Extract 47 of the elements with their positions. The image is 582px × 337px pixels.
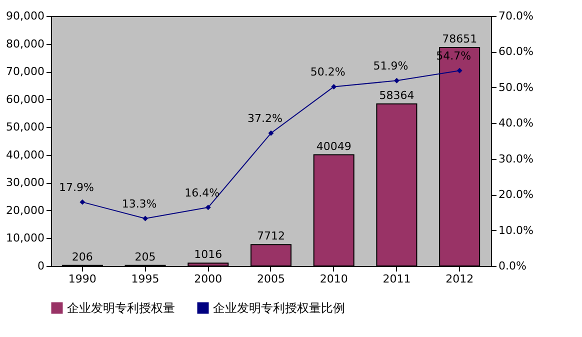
y-tick-label: 80,000: [6, 37, 44, 50]
x-tick-label: 2005: [257, 272, 285, 286]
y2-tick-label: 50.0%: [498, 80, 534, 94]
data-label: 78651: [442, 32, 478, 46]
y2-tick-label: 0.0%: [498, 260, 526, 272]
x-tick-label: 2010: [320, 272, 348, 286]
y2-tick-label: 40.0%: [498, 116, 534, 130]
x-tick-label: 2011: [382, 272, 411, 286]
legend-label: 企业发明专利授权量比例: [213, 301, 345, 315]
x-tick-label: 2012: [446, 272, 474, 286]
data-label: 13.3%: [122, 198, 157, 210]
data-label: 50.2%: [310, 66, 346, 79]
y-tick-label: 20,000: [6, 204, 44, 217]
point: [331, 84, 337, 90]
point: [268, 130, 274, 136]
point: [456, 68, 462, 74]
y2-tick-label: 60.0%: [498, 45, 534, 58]
y-tick-label: 40,000: [6, 148, 44, 162]
point: [205, 204, 211, 210]
y-tick-label: 90,000: [6, 10, 44, 22]
y-tick-label: 70,000: [6, 65, 44, 78]
data-label: 58364: [379, 88, 414, 102]
data-label: 7712: [257, 230, 285, 243]
data-label: 1016: [194, 248, 222, 262]
data-label: 37.2%: [248, 112, 282, 126]
y-tick-label: 0: [38, 260, 44, 272]
y-tick-label: 10,000: [6, 232, 44, 245]
legend-label: 企业发明专利授权量: [67, 301, 175, 315]
x-tick-label: 1995: [131, 272, 160, 286]
y2-tick-label: 70.0%: [498, 10, 534, 22]
y-tick-label: 60,000: [6, 92, 44, 106]
data-label: 51.9%: [373, 60, 408, 73]
x-tick-label: 1990: [68, 272, 96, 286]
data-label: 206: [72, 250, 93, 264]
data-label: 16.4%: [184, 186, 220, 200]
point: [80, 199, 86, 205]
data-label: 40049: [316, 140, 352, 153]
point: [394, 78, 400, 84]
y-tick-label: 50,000: [6, 120, 44, 134]
y2-tick-label: 30.0%: [498, 152, 534, 166]
point: [142, 216, 148, 222]
y2-tick-label: 10.0%: [498, 224, 534, 237]
y-tick-label: 30,000: [6, 176, 44, 190]
data-label: 17.9%: [58, 181, 94, 194]
data-label: 205: [134, 250, 156, 264]
x-tick-label: 2000: [194, 272, 222, 286]
y2-tick-label: 20.0%: [498, 188, 534, 202]
